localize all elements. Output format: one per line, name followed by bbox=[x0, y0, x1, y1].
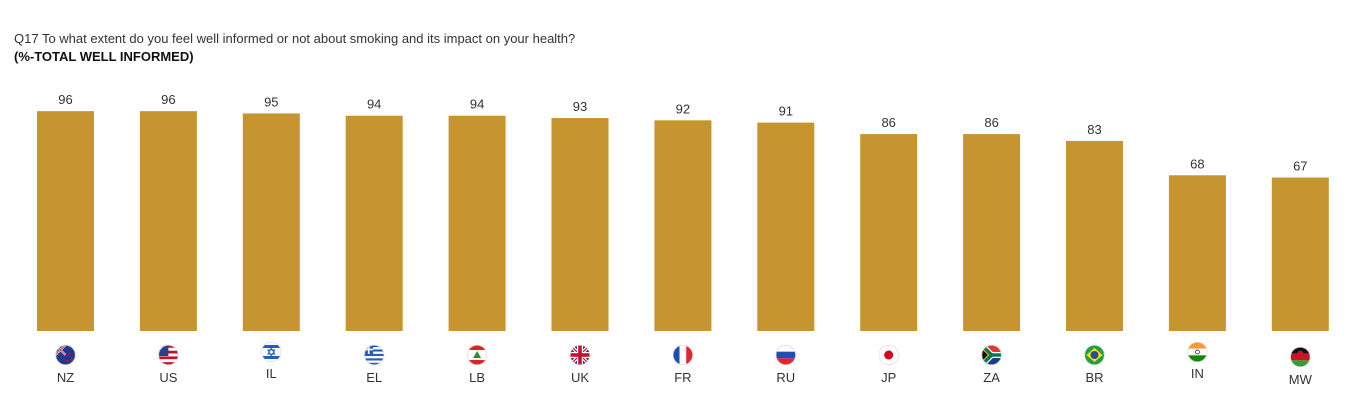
israel-flag-icon bbox=[261, 341, 282, 362]
value-label-il: 95 bbox=[264, 94, 278, 109]
bar-mw bbox=[1271, 177, 1329, 331]
category-label-el: EL bbox=[366, 370, 382, 385]
malawi-flag-icon bbox=[1290, 346, 1311, 367]
bar-il bbox=[242, 113, 300, 331]
new-zealand-flag-icon bbox=[55, 344, 76, 365]
bar-us bbox=[139, 111, 197, 331]
bar-in bbox=[1168, 175, 1226, 331]
united-kingdom-flag-icon bbox=[569, 344, 590, 365]
greece-flag-icon bbox=[364, 344, 385, 365]
value-label-in: 68 bbox=[1190, 156, 1204, 171]
chart-question: Q17 To what extent do you feel well info… bbox=[14, 31, 576, 46]
category-label-in: IN bbox=[1191, 366, 1204, 381]
value-label-nz: 96 bbox=[58, 92, 72, 107]
value-label-za: 86 bbox=[984, 115, 998, 130]
bar-nz bbox=[37, 111, 94, 331]
category-label-br: BR bbox=[1085, 370, 1103, 385]
category-label-lb: LB bbox=[469, 370, 485, 385]
category-label-il: IL bbox=[266, 366, 277, 381]
value-label-fr: 92 bbox=[676, 101, 690, 116]
japan-flag-icon bbox=[878, 344, 899, 365]
value-label-ru: 91 bbox=[779, 104, 793, 119]
bar-br bbox=[1066, 140, 1123, 331]
russia-flag-icon bbox=[775, 344, 796, 365]
bar-lb bbox=[448, 115, 506, 332]
bar-uk bbox=[551, 118, 609, 331]
category-label-mw: MW bbox=[1289, 372, 1313, 387]
value-label-br: 83 bbox=[1087, 122, 1101, 137]
category-label-us: US bbox=[159, 370, 177, 385]
india-flag-icon bbox=[1187, 341, 1208, 362]
category-label-jp: JP bbox=[881, 370, 896, 385]
category-label-uk: UK bbox=[571, 370, 589, 385]
united-states-flag-icon bbox=[158, 344, 179, 365]
category-label-fr: FR bbox=[674, 370, 691, 385]
value-label-el: 94 bbox=[367, 97, 381, 112]
value-label-jp: 86 bbox=[881, 115, 895, 130]
value-label-lb: 94 bbox=[470, 97, 484, 112]
france-flag-icon bbox=[672, 344, 693, 365]
value-label-mw: 67 bbox=[1293, 159, 1307, 174]
category-label-nz: NZ bbox=[57, 370, 74, 385]
bar-el bbox=[345, 115, 403, 332]
chart-subtitle: (%-TOTAL WELL INFORMED) bbox=[14, 49, 194, 64]
south-africa-flag-icon bbox=[981, 344, 1002, 365]
bar-jp bbox=[860, 134, 918, 331]
category-label-za: ZA bbox=[983, 370, 1000, 385]
bar-ru bbox=[757, 122, 815, 331]
value-label-us: 96 bbox=[161, 92, 175, 107]
lebanon-flag-icon bbox=[467, 344, 488, 365]
brazil-flag-icon bbox=[1084, 344, 1105, 365]
bar-fr bbox=[654, 120, 712, 331]
value-label-uk: 93 bbox=[573, 99, 587, 114]
category-label-ru: RU bbox=[776, 370, 795, 385]
bar-za bbox=[963, 134, 1021, 331]
